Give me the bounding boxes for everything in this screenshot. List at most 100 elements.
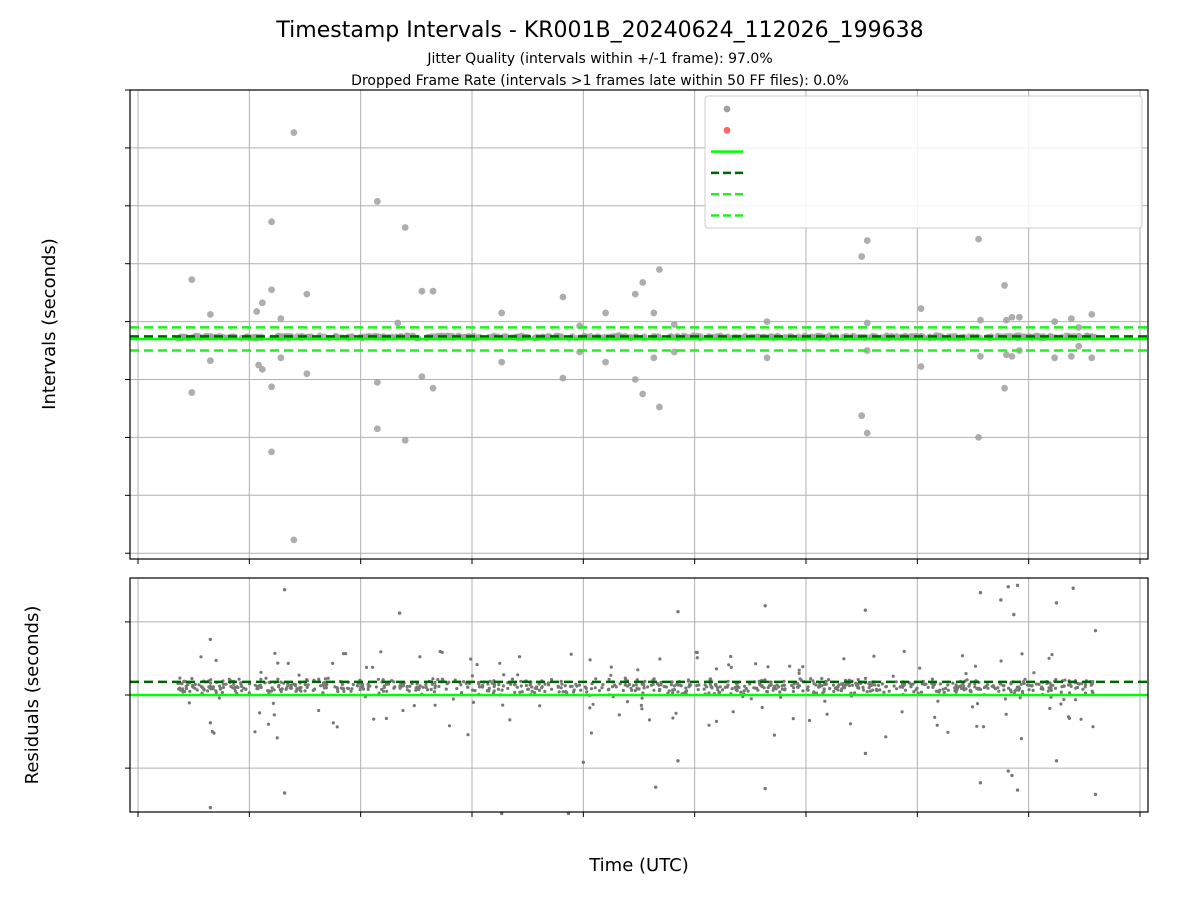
residual-point	[1023, 677, 1027, 681]
residual-point	[892, 684, 896, 688]
residual-point	[685, 689, 689, 693]
residual-point	[1019, 682, 1023, 686]
interval-outlier-point	[258, 299, 266, 307]
interval-outlier-point	[373, 198, 381, 205]
residual-point	[1037, 682, 1041, 686]
interval-outlier-point	[1067, 352, 1075, 360]
residual-point	[882, 690, 886, 694]
residual-point	[202, 687, 206, 691]
residual-point	[856, 677, 860, 682]
residual-point	[559, 679, 563, 684]
residual-point	[924, 682, 928, 686]
residual-point	[716, 688, 720, 692]
residual-point	[617, 713, 621, 717]
residual-point	[477, 682, 481, 686]
residual-point	[723, 685, 727, 690]
residual-point	[937, 690, 941, 694]
residual-point	[788, 664, 792, 668]
residual-point	[432, 690, 437, 694]
residual-point	[878, 688, 882, 692]
residual-point	[662, 685, 666, 689]
chart-subtitle-dropped: Dropped Frame Rate (intervals >1 frames …	[351, 73, 849, 89]
residual-point	[191, 685, 195, 689]
residual-point	[181, 690, 185, 694]
residual-point	[206, 689, 210, 693]
residual-point	[317, 677, 321, 681]
residual-point	[895, 687, 899, 691]
residual-point	[418, 684, 422, 688]
residuals-y-ticks	[125, 621, 130, 769]
residual-point	[791, 717, 795, 721]
intervals-panel: Intervals (seconds)	[39, 89, 1149, 564]
residual-point	[556, 684, 560, 688]
interval-outlier-point	[303, 290, 311, 298]
residual-point	[239, 682, 243, 687]
residual-point	[528, 682, 533, 687]
residual-point	[401, 708, 405, 713]
residual-outlier-point	[1006, 585, 1010, 589]
residual-point	[1009, 690, 1013, 694]
interval-outlier-point	[290, 129, 298, 136]
residual-point	[842, 657, 846, 661]
residual-point	[299, 689, 303, 693]
residual-point	[762, 686, 766, 690]
residual-point	[518, 655, 522, 659]
intervals-legend	[704, 95, 1143, 229]
residual-point	[368, 684, 372, 688]
residual-point	[1062, 697, 1066, 702]
residual-point	[381, 678, 385, 682]
residual-point	[676, 690, 680, 694]
residual-outlier-point	[1015, 788, 1020, 792]
residual-point	[643, 679, 647, 683]
residual-point	[837, 683, 841, 687]
interval-outlier-point	[917, 305, 925, 312]
residual-point	[543, 689, 547, 694]
residual-point	[647, 718, 652, 722]
residual-point	[756, 688, 760, 692]
residual-point	[501, 703, 505, 707]
residual-point	[331, 721, 335, 725]
residual-point	[642, 686, 646, 690]
residual-point	[606, 688, 611, 692]
residual-point	[951, 681, 955, 685]
residual-point	[832, 689, 836, 694]
interval-outlier-point	[670, 348, 678, 356]
residual-point	[570, 684, 574, 688]
residual-point	[686, 679, 691, 683]
interval-outlier-point	[1088, 310, 1096, 318]
interval-point	[1062, 332, 1070, 339]
residual-point	[591, 702, 595, 706]
residual-point	[466, 685, 470, 689]
residual-point	[299, 685, 303, 690]
residual-point	[863, 676, 868, 681]
residual-point	[560, 682, 564, 686]
interval-outlier-point	[1001, 384, 1008, 392]
residual-point	[1018, 696, 1022, 700]
residual-point	[749, 697, 753, 701]
residual-point	[374, 685, 378, 689]
residual-point	[292, 682, 296, 686]
residual-point	[313, 687, 317, 691]
residual-point	[982, 685, 987, 690]
residual-point	[634, 683, 638, 687]
residual-point	[729, 665, 733, 670]
residual-point	[1014, 688, 1018, 692]
residual-point	[303, 689, 307, 693]
residual-point	[577, 683, 582, 687]
interval-outlier-point	[639, 279, 647, 286]
interval-outlier-point	[1051, 318, 1059, 326]
residual-point	[871, 688, 875, 692]
residual-point	[900, 710, 904, 714]
residual-point	[1029, 684, 1033, 688]
residual-point	[256, 687, 260, 691]
residual-point	[635, 678, 639, 682]
residual-point	[513, 683, 517, 687]
residual-point	[933, 715, 937, 720]
interval-outlier-point	[1075, 342, 1083, 350]
interval-point	[195, 332, 202, 340]
residual-point	[926, 685, 930, 690]
residual-point	[839, 682, 844, 686]
residual-point	[1091, 691, 1095, 695]
residual-outlier-point	[282, 588, 287, 592]
interval-outlier-point	[401, 224, 409, 231]
